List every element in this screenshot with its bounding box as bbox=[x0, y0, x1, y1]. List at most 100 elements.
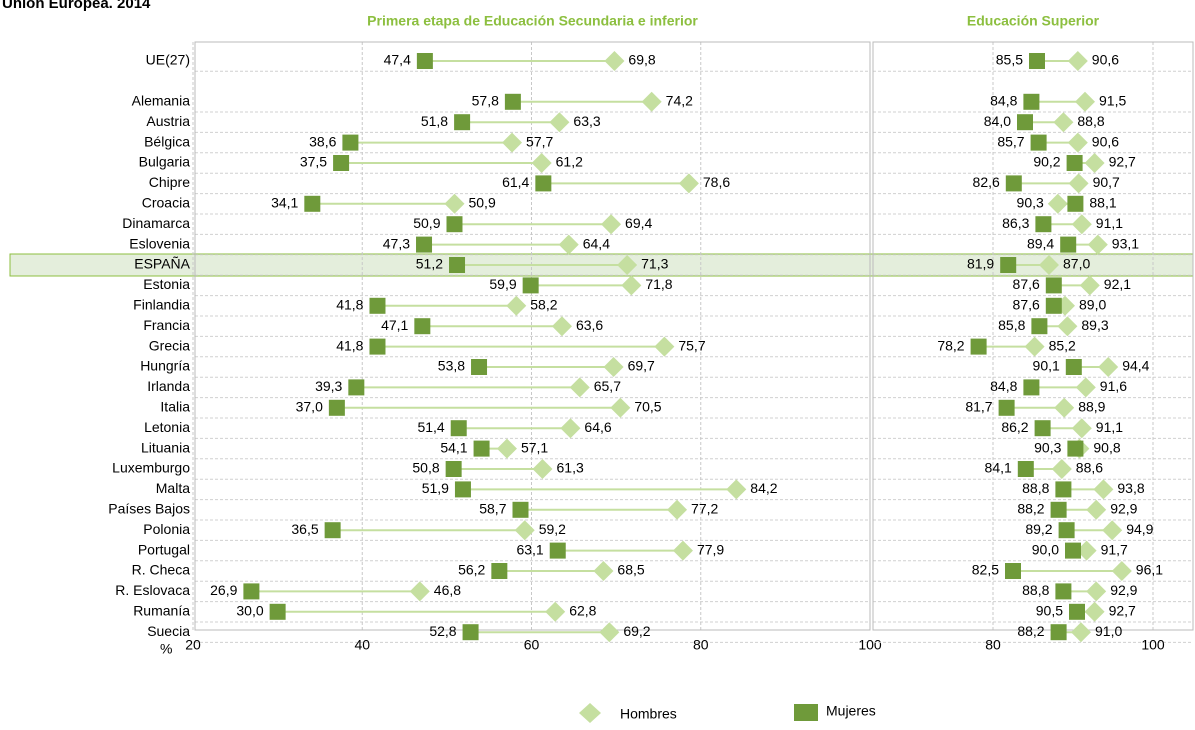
square-marker bbox=[1065, 359, 1082, 375]
diamond-marker bbox=[1067, 132, 1088, 153]
diamond-marker bbox=[444, 193, 465, 214]
value-label: 85,5 bbox=[996, 52, 1023, 68]
value-label: 89,0 bbox=[1079, 297, 1106, 313]
diamond-marker bbox=[641, 91, 662, 112]
square-marker bbox=[1031, 318, 1048, 335]
value-label: 50,9 bbox=[468, 195, 495, 211]
value-label: 51,2 bbox=[416, 256, 443, 272]
value-label: 94,9 bbox=[1126, 521, 1153, 537]
diamond-marker bbox=[1024, 336, 1045, 357]
value-label: 84,8 bbox=[990, 93, 1017, 109]
value-label: 56,2 bbox=[458, 562, 485, 578]
value-label: 88,9 bbox=[1078, 399, 1105, 415]
diamond-marker bbox=[667, 499, 688, 520]
value-label: 39,3 bbox=[315, 378, 342, 394]
value-label: 85,8 bbox=[998, 317, 1025, 333]
diamond-marker bbox=[558, 234, 579, 255]
value-label: 91,1 bbox=[1096, 215, 1123, 231]
value-label: 91,5 bbox=[1099, 93, 1126, 109]
category-label: Luxemburgo bbox=[112, 460, 190, 476]
square-marker bbox=[549, 542, 566, 559]
category-label: Rumanía bbox=[133, 603, 190, 619]
diamond-marker bbox=[610, 397, 631, 418]
value-label: 88,8 bbox=[1022, 582, 1049, 598]
square-marker bbox=[1035, 216, 1052, 233]
value-label: 69,8 bbox=[628, 52, 655, 68]
value-label: 90,7 bbox=[1093, 174, 1120, 190]
diamond-marker bbox=[1075, 91, 1095, 112]
square-marker bbox=[1005, 563, 1021, 579]
value-label: 89,2 bbox=[1025, 521, 1052, 537]
diamond-marker bbox=[1057, 316, 1078, 337]
square-marker bbox=[1067, 195, 1084, 212]
plot-frame bbox=[872, 41, 1194, 631]
value-label: 86,3 bbox=[1002, 215, 1029, 231]
value-label: 88,2 bbox=[1017, 501, 1044, 517]
square-marker bbox=[1000, 257, 1017, 273]
diamond-marker bbox=[506, 295, 527, 316]
page-title: Unión Europea. 2014 bbox=[2, 0, 151, 12]
square-marker bbox=[1017, 461, 1034, 477]
value-label: 84,0 bbox=[984, 113, 1011, 129]
category-label: Hungría bbox=[140, 358, 190, 374]
square-marker bbox=[1050, 624, 1067, 641]
square-marker bbox=[471, 359, 488, 375]
square-marker bbox=[1034, 420, 1051, 437]
legend-label: Hombres bbox=[620, 706, 677, 722]
value-label: 65,7 bbox=[594, 378, 621, 394]
value-label: 91,0 bbox=[1095, 623, 1122, 639]
value-label: 89,3 bbox=[1081, 317, 1108, 333]
diamond-marker bbox=[1111, 561, 1132, 581]
value-label: 58,7 bbox=[479, 501, 506, 517]
value-label: 84,2 bbox=[750, 480, 777, 496]
diamond-marker bbox=[560, 418, 581, 439]
value-label: 90,5 bbox=[1036, 603, 1063, 619]
value-label: 92,7 bbox=[1109, 154, 1136, 170]
diamond-marker bbox=[496, 438, 517, 459]
value-label: 89,4 bbox=[1027, 235, 1054, 251]
value-label: 47,4 bbox=[384, 52, 411, 68]
diamond-marker bbox=[409, 581, 430, 602]
value-label: 61,4 bbox=[502, 174, 529, 190]
square-marker bbox=[445, 461, 462, 477]
value-label: 54,1 bbox=[440, 439, 467, 455]
value-label: 61,3 bbox=[557, 460, 584, 476]
category-label: Eslovenia bbox=[129, 235, 190, 251]
value-label: 90,3 bbox=[1034, 439, 1061, 455]
value-label: 77,9 bbox=[697, 541, 724, 557]
square-marker bbox=[333, 155, 350, 171]
diamond-marker bbox=[551, 316, 572, 337]
value-label: 81,9 bbox=[967, 256, 994, 272]
square-marker bbox=[1066, 155, 1083, 171]
value-label: 59,2 bbox=[539, 521, 566, 537]
value-label: 69,7 bbox=[628, 358, 655, 374]
square-marker bbox=[454, 481, 471, 498]
square-marker bbox=[243, 583, 260, 600]
x-tick-label: 40 bbox=[354, 637, 370, 653]
value-label: 85,2 bbox=[1049, 337, 1076, 353]
square-marker bbox=[449, 257, 466, 273]
square-marker bbox=[1067, 440, 1084, 457]
value-label: 90,3 bbox=[1017, 195, 1044, 211]
value-label: 63,3 bbox=[573, 113, 600, 129]
value-label: 46,8 bbox=[434, 582, 461, 598]
square-marker bbox=[1055, 583, 1072, 600]
legend-square bbox=[794, 704, 818, 721]
square-marker bbox=[504, 93, 521, 110]
diamond-marker bbox=[601, 214, 622, 235]
value-label: 61,2 bbox=[556, 154, 583, 170]
value-label: 88,6 bbox=[1076, 460, 1103, 476]
value-label: 37,0 bbox=[296, 399, 323, 415]
value-label: 90,1 bbox=[1033, 358, 1060, 374]
diamond-marker bbox=[726, 479, 747, 500]
legend-diamond bbox=[579, 703, 601, 723]
category-label: R. Eslovaca bbox=[115, 582, 190, 598]
square-marker bbox=[1005, 175, 1022, 192]
category-label: R. Checa bbox=[132, 562, 191, 578]
value-label: 26,9 bbox=[210, 582, 237, 598]
square-marker bbox=[1058, 522, 1075, 539]
value-label: 59,9 bbox=[489, 276, 516, 292]
diamond-marker bbox=[654, 336, 675, 357]
diamond-marker bbox=[1098, 357, 1119, 377]
diamond-marker bbox=[1079, 275, 1100, 296]
